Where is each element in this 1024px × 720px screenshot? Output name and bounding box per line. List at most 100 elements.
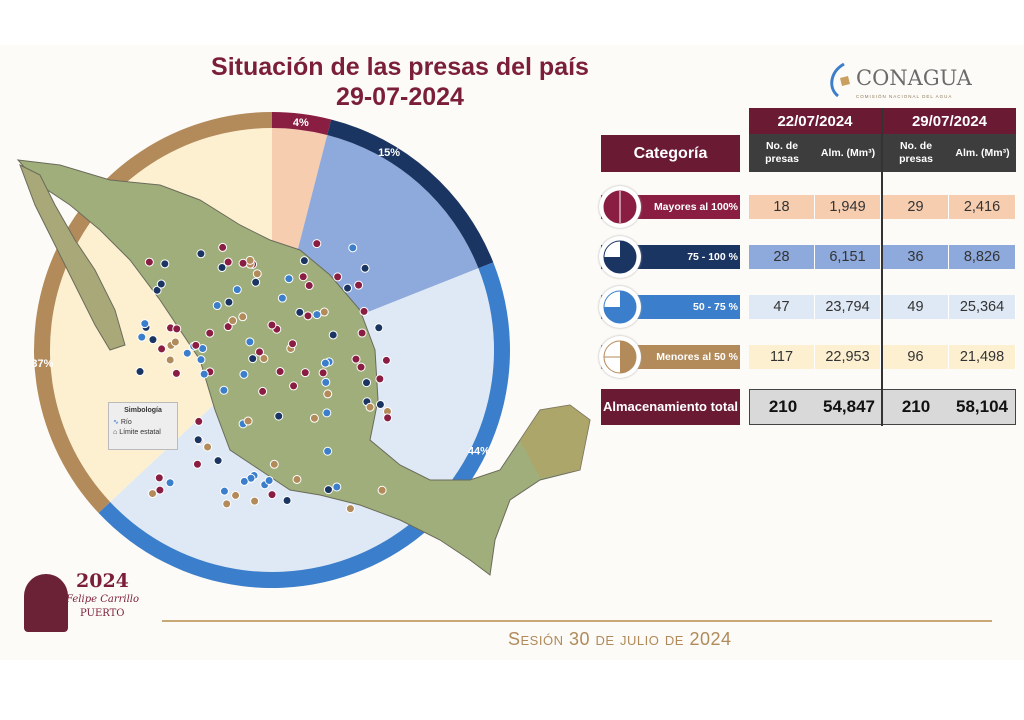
- dam-marker: [148, 335, 158, 345]
- total-alm-1: 54,847: [823, 396, 875, 416]
- dam-marker: [193, 435, 203, 445]
- dam-marker: [282, 495, 292, 505]
- table-cell: 18: [749, 195, 815, 219]
- dam-marker: [239, 476, 249, 486]
- dam-marker: [217, 263, 227, 273]
- dam-marker: [357, 328, 367, 338]
- table-cell: 47: [749, 295, 815, 319]
- dam-marker: [213, 456, 223, 466]
- dam-marker: [343, 283, 353, 293]
- category-row-label: 75 - 100 %: [599, 236, 740, 278]
- dam-marker: [333, 272, 343, 282]
- dam-marker: [274, 411, 284, 421]
- dam-marker: [351, 354, 361, 364]
- dam-marker: [191, 340, 201, 350]
- logo-name: CONAGUA: [856, 66, 972, 90]
- total-row: 210 54,847 210 58,104: [749, 389, 1016, 425]
- category-row-label: Mayores al 100%: [599, 186, 740, 228]
- dam-marker: [137, 332, 147, 342]
- portrait-image: [24, 574, 68, 632]
- dam-marker: [232, 285, 242, 295]
- dam-marker: [219, 486, 229, 496]
- dam-marker: [140, 319, 150, 329]
- conagua-logo-icon: [830, 62, 850, 98]
- dam-marker: [212, 301, 222, 311]
- felipe-carrillo-emblem: 2024 Felipe Carrillo PUERTO: [14, 570, 144, 640]
- dam-marker: [374, 323, 384, 333]
- table-cell: 117: [749, 345, 815, 369]
- dam-marker: [375, 374, 385, 384]
- fill-level-icon: [599, 336, 641, 378]
- baja-california: [19, 163, 126, 351]
- mexico-map: [16, 159, 591, 576]
- dam-marker: [288, 339, 298, 349]
- dam-marker: [318, 368, 328, 378]
- dam-marker: [275, 367, 285, 377]
- state-border-icon: ⌂: [113, 429, 120, 436]
- dam-marker: [383, 413, 393, 423]
- conagua-logo: CONAGUA COMISIÓN NACIONAL DEL AGUA: [826, 62, 986, 106]
- date-divider: [881, 108, 883, 426]
- dam-marker: [222, 499, 232, 509]
- dam-marker: [328, 330, 338, 340]
- dam-marker: [218, 242, 228, 252]
- dam-marker: [292, 474, 302, 484]
- dam-marker: [172, 324, 182, 334]
- table-cell: 8,826: [949, 245, 1016, 269]
- dam-marker: [356, 362, 366, 372]
- dam-marker: [332, 482, 342, 492]
- dam-marker: [228, 316, 238, 326]
- col-header-presas-1: No. de presas: [749, 134, 815, 172]
- dam-marker: [267, 320, 277, 330]
- pie-slice-label: 44%: [468, 446, 490, 458]
- dam-marker: [309, 413, 319, 423]
- dam-marker: [269, 459, 279, 469]
- fill-level-icon: [599, 186, 641, 228]
- dam-marker: [323, 485, 333, 495]
- total-label: Almacenamiento total: [601, 389, 740, 425]
- title-date: 29-07-2024: [336, 83, 464, 111]
- dam-marker: [238, 258, 248, 268]
- dam-marker: [362, 378, 372, 388]
- col-header-presas-2: No. de presas: [883, 134, 949, 172]
- dam-marker: [375, 399, 385, 409]
- legend-river: Río: [120, 419, 132, 426]
- category-label: Mayores al 100%: [653, 201, 738, 213]
- category-row-label: 50 - 75 %: [599, 286, 740, 328]
- yucatan: [520, 405, 590, 478]
- category-header: Categoría: [601, 135, 740, 172]
- dam-marker: [238, 312, 248, 322]
- dam-marker: [289, 381, 299, 391]
- table-cell: 28: [749, 245, 815, 269]
- total-alm-2: 58,104: [956, 396, 1008, 416]
- dam-marker: [182, 348, 192, 358]
- dam-marker: [345, 504, 355, 514]
- total-presas-2: 210: [901, 396, 931, 416]
- logo-subtitle: COMISIÓN NACIONAL DEL AGUA: [856, 94, 953, 99]
- dam-marker: [165, 478, 175, 488]
- category-label: 50 - 75 %: [693, 301, 738, 313]
- dam-marker: [245, 337, 255, 347]
- dam-marker: [252, 269, 262, 279]
- dam-marker: [199, 369, 209, 379]
- dam-marker: [239, 369, 249, 379]
- table-cell: 25,364: [949, 295, 1016, 319]
- dam-marker: [323, 389, 333, 399]
- table-cell: 29: [883, 195, 949, 219]
- dam-marker: [231, 490, 241, 500]
- table-cell: 23,794: [815, 295, 881, 319]
- date-header-1: 22/07/2024: [749, 108, 881, 134]
- page-title: Situación de las presas del país 29-07-2…: [110, 52, 690, 112]
- emblem-name: Felipe Carrillo: [66, 594, 139, 605]
- dam-marker: [319, 307, 329, 317]
- dam-marker: [348, 243, 358, 253]
- dam-marker: [360, 263, 370, 273]
- dam-marker: [224, 297, 234, 307]
- fill-level-icon: [599, 286, 641, 328]
- dam-marker: [323, 446, 333, 456]
- dam-marker: [321, 377, 331, 387]
- fill-level-icon: [599, 236, 641, 278]
- pie-slice-label: 15%: [378, 147, 400, 159]
- dam-marker: [299, 256, 309, 266]
- emblem-surname: PUERTO: [80, 608, 125, 619]
